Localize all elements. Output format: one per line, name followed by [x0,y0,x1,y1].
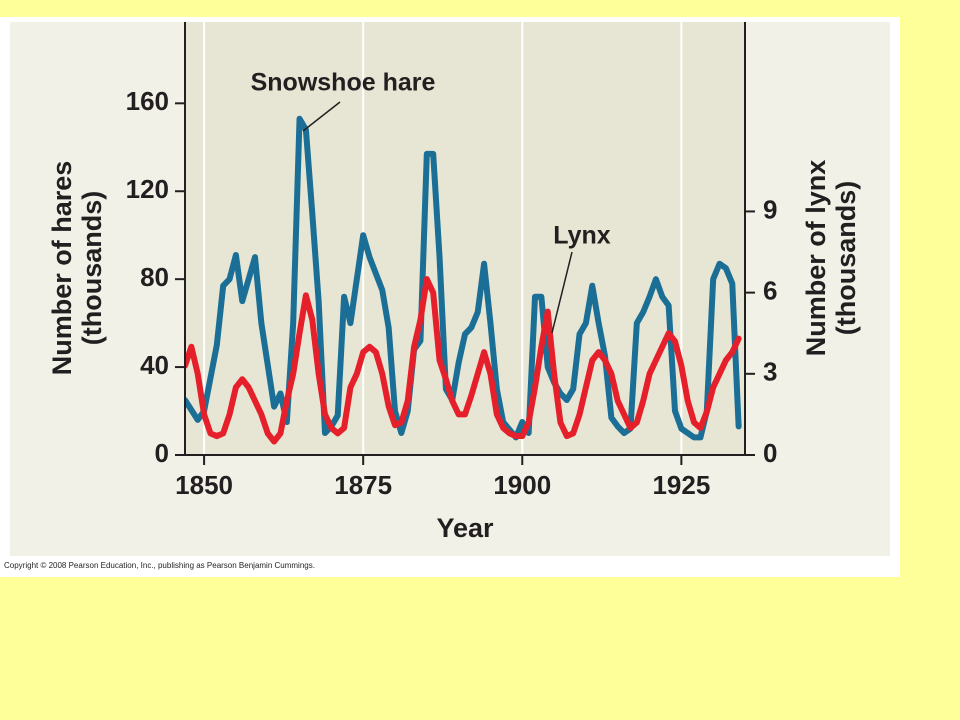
x-tick-label: 1900 [493,470,551,500]
y-tick-label: 120 [126,174,169,204]
y-axis-label: (thousands) [77,191,107,346]
data-line [185,276,742,445]
x-tick-label: 1875 [334,470,392,500]
y-axis-label: Number of hares [47,161,77,376]
y-tick-label: 80 [140,262,169,292]
plot-area [185,22,745,455]
data-line [185,115,742,441]
y-tick-label: 40 [140,350,169,380]
y2-tick-label: 9 [763,194,777,224]
annotation: Snowshoe hare [251,69,436,97]
x-tick-label: 1850 [175,470,233,500]
y2-tick-label: 6 [763,276,777,306]
annotation: Lynx [553,222,611,250]
y2-tick-label: 3 [763,357,777,387]
copyright: Copyright © 2008 Pearson Education, Inc.… [4,561,315,570]
x-axis-label: Year [436,513,494,543]
y-tick-label: 0 [155,438,169,468]
y2-tick-label: 0 [763,438,777,468]
y2-axis-label: (thousands) [831,181,861,336]
annotation-pointer [551,251,573,334]
x-tick-label: 1925 [652,470,710,500]
y-tick-label: 160 [126,86,169,116]
y2-axis-label: Number of lynx [801,160,831,357]
annotation-pointer [302,101,341,132]
